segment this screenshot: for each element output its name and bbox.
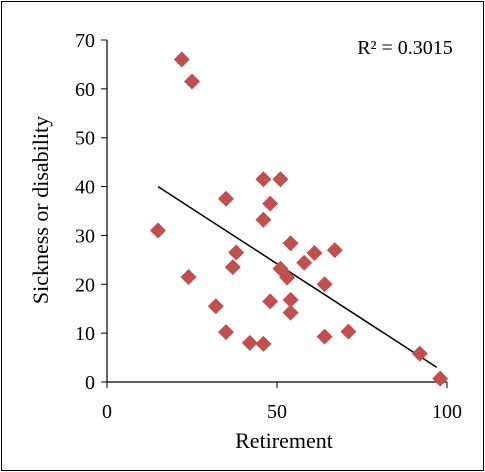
data-point [326,242,343,259]
trendline [157,185,438,368]
x-tick-label: 0 [102,401,112,423]
data-point [207,298,224,315]
y-tick-label: 40 [75,177,95,199]
data-point [224,259,241,276]
y-tick-label: 60 [75,79,95,101]
data-point [218,324,234,341]
data-point [279,269,296,286]
data-point [173,51,190,68]
y-tick-label: 30 [75,225,95,247]
data-point [432,370,449,387]
data-point [306,245,323,262]
data-point [262,293,279,310]
data-point [316,328,333,345]
labels: R² = 0.3015 Retirement Sickness or disab… [28,37,453,453]
data-point [316,276,333,293]
data-point [282,304,299,321]
data-point [241,334,258,351]
data-point [282,291,299,308]
data-point [150,222,166,239]
y-axis-title: Sickness or disability [28,116,53,304]
y-tick-label: 50 [75,128,95,150]
x-tick-label: 100 [432,401,462,423]
data-point [411,345,428,362]
x-tick-label: 50 [267,401,287,423]
y-tick-label: 20 [75,274,95,296]
x-axis-title: Retirement [235,428,333,453]
data-point [255,171,272,188]
data-point [255,335,272,352]
data-point [262,195,279,212]
data-point [255,211,272,228]
data-point [218,190,234,207]
r-squared-annotation: R² = 0.3015 [357,37,453,59]
axes: 0 10 20 30 40 50 60 70 0 50 100 [75,30,462,423]
trendline-group [157,185,438,368]
data-point [228,244,245,261]
y-tick-label: 0 [85,372,95,394]
data-point [180,268,197,285]
data-points [150,51,449,387]
data-point [340,323,357,340]
data-point [282,235,299,252]
data-point [272,171,289,188]
y-tick-label: 10 [75,323,95,345]
data-point [296,254,313,271]
data-point [184,73,200,90]
y-tick-label: 70 [75,30,95,52]
